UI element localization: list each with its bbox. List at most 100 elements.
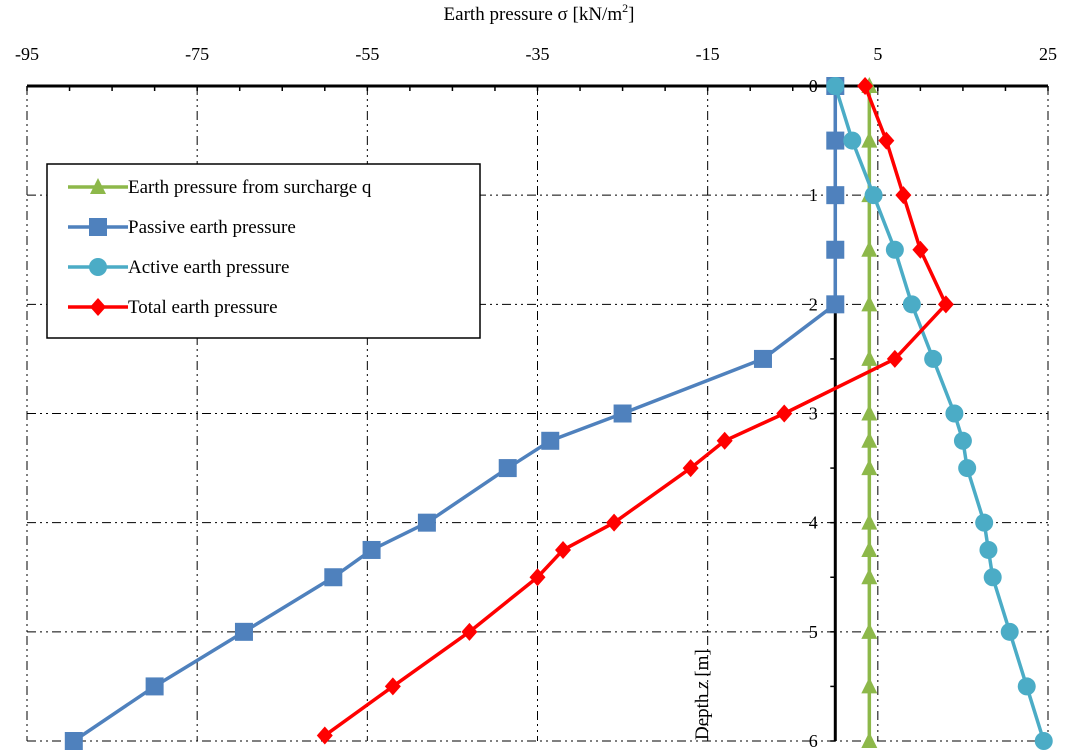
series <box>64 77 1053 750</box>
legend-entry: Passive earth pressure <box>68 217 296 238</box>
data-point <box>912 240 929 259</box>
data-point <box>953 431 972 450</box>
data-point <box>826 186 845 205</box>
x-tick-label: -15 <box>696 44 720 64</box>
series-triangle <box>861 77 878 748</box>
data-point <box>417 513 436 532</box>
data-point <box>613 404 632 423</box>
y-tick-label: 1 <box>809 185 818 205</box>
y-tick-label: 4 <box>809 513 818 533</box>
x-tick-label: -95 <box>15 44 39 64</box>
data-point <box>1017 677 1036 696</box>
y-tick-label: 3 <box>809 404 818 424</box>
legend-swatch-marker <box>89 218 107 236</box>
legend-entry: Active earth pressure <box>68 257 289 278</box>
data-point <box>324 568 343 587</box>
legend-label: Passive earth pressure <box>128 217 296 238</box>
legend-label: Active earth pressure <box>128 257 289 278</box>
data-point <box>541 431 560 450</box>
x-axis-title: Earth pressure σ [kN/m2] <box>444 1 635 25</box>
data-point <box>826 240 845 259</box>
x-tick-label: -35 <box>526 44 550 64</box>
y-tick-label: 0 <box>809 76 818 96</box>
data-point <box>753 349 772 368</box>
x-tick-label: -75 <box>185 44 209 64</box>
y-axis-title-prefix: Depth <box>692 689 713 740</box>
data-point <box>64 732 83 750</box>
series-square <box>64 77 845 750</box>
data-point <box>384 677 401 696</box>
data-point <box>983 568 1002 587</box>
x-axis-title-suffix: ] <box>628 4 634 25</box>
data-point <box>861 459 878 476</box>
data-point <box>864 186 883 205</box>
data-point <box>861 513 878 530</box>
data-point <box>861 622 878 639</box>
data-point <box>1000 622 1019 641</box>
x-axis-title-sup: 2 <box>622 1 628 15</box>
legend-entry: Earth pressure from surcharge q <box>68 177 372 198</box>
data-point <box>861 240 878 257</box>
x-tick-label: -55 <box>355 44 379 64</box>
data-point <box>362 540 381 559</box>
data-point <box>924 349 943 368</box>
data-point <box>843 131 862 150</box>
series-diamond <box>316 77 954 745</box>
legend: Earth pressure from surcharge q Passive e… <box>46 163 481 339</box>
y-axis-title: Depth z [m] <box>692 649 713 740</box>
y-tick-label: 2 <box>809 294 818 314</box>
data-point <box>145 677 164 696</box>
x-tick-label: 5 <box>873 44 882 64</box>
data-point <box>606 513 623 532</box>
data-point <box>826 77 845 95</box>
legend-swatch-marker <box>90 178 106 194</box>
data-point <box>316 726 333 745</box>
legend-swatch-marker <box>90 298 106 316</box>
data-point <box>895 186 912 205</box>
data-point <box>1034 732 1053 750</box>
data-point <box>886 349 903 368</box>
data-point <box>861 404 878 421</box>
data-point <box>861 732 878 748</box>
legend-label: Total earth pressure <box>128 297 278 318</box>
y-tick-label: 5 <box>809 622 818 642</box>
legend-swatch-marker <box>89 258 107 276</box>
data-point <box>461 622 478 641</box>
x-tick-label: 25 <box>1039 44 1057 64</box>
y-axis-title-suffix: [m] <box>692 649 713 681</box>
data-point <box>861 568 878 585</box>
data-point <box>861 540 878 557</box>
data-point <box>861 295 878 312</box>
data-point <box>878 131 895 150</box>
series-circle <box>826 77 1053 750</box>
data-point <box>902 295 921 314</box>
data-point <box>958 459 977 478</box>
data-point <box>861 349 878 366</box>
x-axis-title-prefix: Earth pressure σ [kN/m <box>444 4 623 25</box>
data-point <box>826 295 845 314</box>
y-tick-label: 6 <box>809 731 818 751</box>
data-point <box>857 77 874 95</box>
data-point <box>529 568 546 587</box>
data-point <box>776 404 793 423</box>
data-point <box>979 540 998 559</box>
data-point <box>826 131 845 150</box>
data-point <box>945 404 964 423</box>
legend-box <box>46 163 481 339</box>
data-point <box>861 677 878 694</box>
axes: -95 -75 -55 -35 -15 5 25 0 1 2 3 4 5 6 <box>15 44 1057 751</box>
data-point <box>861 131 878 148</box>
legend-entry: Total earth pressure <box>68 297 278 318</box>
y-axis-title-italic: z <box>692 681 713 690</box>
data-point <box>555 540 572 559</box>
data-point <box>498 459 517 478</box>
data-point <box>716 431 733 450</box>
legend-label: Earth pressure from surcharge q <box>128 177 372 198</box>
data-point <box>861 431 878 448</box>
data-point <box>234 622 253 641</box>
data-point <box>975 513 994 532</box>
data-point <box>682 459 699 478</box>
data-point <box>885 240 904 259</box>
data-point <box>937 295 954 314</box>
